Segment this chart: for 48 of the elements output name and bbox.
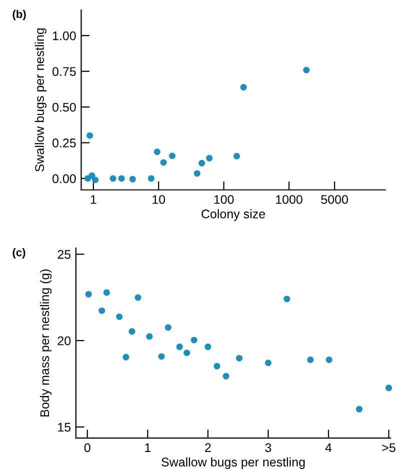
x-tick-label: 100 (214, 195, 234, 204)
point (284, 296, 290, 302)
point (128, 328, 136, 335)
text: (c) (12, 248, 26, 259)
y-tick-label: 1.00 (52, 31, 76, 40)
x-tick-label: >5 (382, 443, 396, 452)
point (85, 291, 92, 298)
point (264, 360, 272, 366)
x-tick-label: 1 (145, 443, 151, 452)
point (307, 356, 314, 364)
x-tick-label: 0 (84, 443, 90, 452)
x-axis-title: Swallow bugs per nestling (162, 457, 305, 469)
y-tick-label: 0.25 (52, 138, 76, 148)
x-tick-label: 3 (265, 443, 272, 452)
point (214, 362, 220, 370)
x-axis-title: Colony size (202, 209, 265, 221)
point (134, 294, 142, 301)
x-tick-label: 2 (205, 443, 211, 452)
point (122, 354, 130, 360)
x-tick-label: 4 (325, 443, 332, 452)
point (326, 356, 332, 364)
point (176, 344, 183, 350)
point (164, 324, 172, 331)
point (158, 353, 165, 360)
point (386, 384, 392, 392)
point (356, 406, 362, 412)
x-tick-label: 10 (152, 195, 166, 204)
y-tick-label: 0.00 (52, 174, 76, 184)
point (236, 354, 243, 362)
y-tick-label: 0.50 (52, 102, 76, 112)
y-tick-label: 25 (58, 250, 71, 259)
x-tick-label: 1000 (276, 195, 302, 204)
point (116, 313, 123, 320)
point (103, 289, 110, 296)
y-tick-label: 0.75 (52, 67, 76, 76)
point (146, 333, 153, 340)
y-tick-label: 15 (58, 422, 71, 432)
y-axis-title: Swallow bugs per nestling (34, 28, 46, 172)
y-tick-label: 20 (58, 336, 71, 346)
point (204, 344, 212, 350)
point (98, 307, 106, 314)
y-axis-title: Body mass per nestling (g) (40, 270, 52, 416)
x-tick-label: 5000 (321, 195, 348, 204)
x-tick-label: 1 (90, 195, 96, 204)
point (222, 372, 230, 380)
point (184, 350, 190, 356)
point (190, 336, 198, 344)
text: (b) (12, 10, 26, 20)
